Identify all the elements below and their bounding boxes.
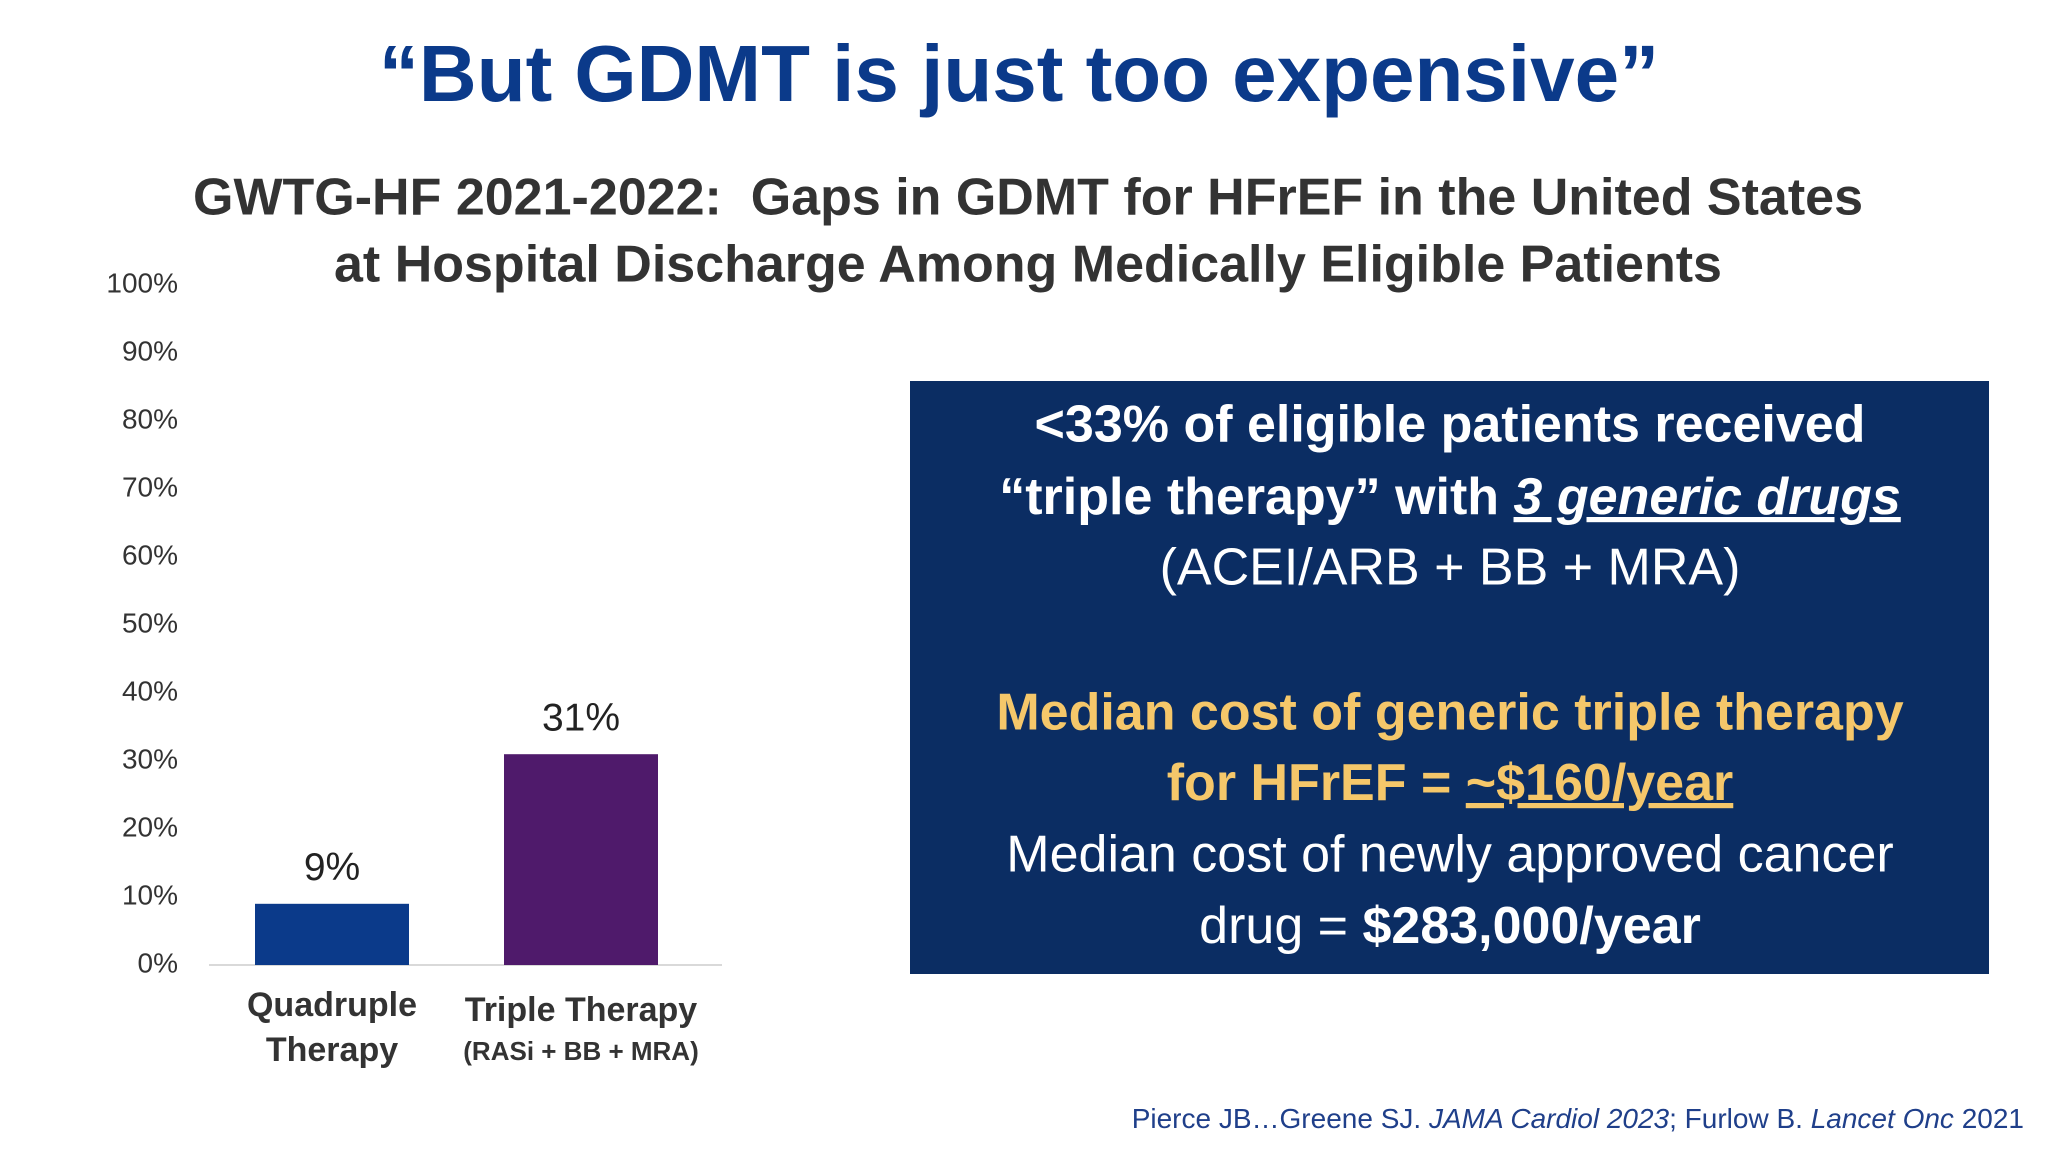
y-tick-label: 50% — [122, 607, 178, 638]
callout-emphasis: $283,000/year — [1363, 897, 1701, 955]
citation-text: Pierce JB…Greene SJ. — [1132, 1103, 1429, 1134]
x-tick-label: (RASi + BB + MRA) — [463, 1036, 698, 1066]
x-tick-label: Triple Therapy — [465, 991, 697, 1029]
callout-emphasis: 3 generic drugs — [1514, 468, 1901, 526]
citation: Pierce JB…Greene SJ. JAMA Cardiol 2023; … — [1132, 1103, 2024, 1134]
callout-emphasis: ~$160/year — [1466, 754, 1734, 812]
callout-text: “triple therapy” with 3 generic drugs — [999, 468, 1901, 526]
y-tick-label: 80% — [122, 403, 178, 434]
y-tick-label: 70% — [122, 471, 178, 502]
value-label: 9% — [304, 846, 360, 889]
x-tick-label: Therapy — [266, 1031, 398, 1069]
y-tick-label: 10% — [122, 879, 178, 910]
chart-title: GWTG-HF 2021-2022: Gaps in GDMT for HFrE… — [193, 169, 1863, 227]
callout-text: Median cost of newly approved cancer — [1006, 826, 1893, 884]
y-tick-label: 90% — [122, 335, 178, 366]
citation-text: ; Furlow B. — [1669, 1103, 1811, 1134]
callout-text: Median cost of generic triple therapy — [996, 684, 1903, 742]
x-tick-label: Quadruple — [247, 986, 417, 1024]
callout-text: for HFrEF = — [1167, 754, 1466, 812]
callout-text: “triple therapy” with — [999, 468, 1513, 526]
y-tick-label: 40% — [122, 675, 178, 706]
citation-text: 2021 — [1954, 1103, 2024, 1134]
bar — [255, 903, 409, 965]
callout-text: drug = $283,000/year — [1199, 897, 1701, 955]
y-tick-label: 20% — [122, 811, 178, 842]
y-tick-label: 0% — [138, 947, 178, 978]
citation-text: JAMA Cardiol 2023 — [1428, 1103, 1670, 1134]
y-tick-label: 30% — [122, 743, 178, 774]
bar — [504, 754, 658, 965]
callout-text: (ACEI/ARB + BB + MRA) — [1160, 539, 1741, 597]
callout-text: drug = — [1199, 897, 1362, 955]
y-tick-label: 60% — [122, 539, 178, 570]
callout-text: for HFrEF = ~$160/year — [1167, 754, 1734, 812]
callout-text: <33% of eligible patients received — [1035, 396, 1866, 454]
slide-title: “But GDMT is just too expensive” — [379, 29, 1659, 118]
citation-text: Lancet Onc — [1811, 1103, 1954, 1134]
y-tick-label: 100% — [106, 267, 178, 298]
value-label: 31% — [542, 696, 620, 739]
callout-box — [910, 381, 1989, 974]
chart-title: at Hospital Discharge Among Medically El… — [334, 236, 1722, 294]
